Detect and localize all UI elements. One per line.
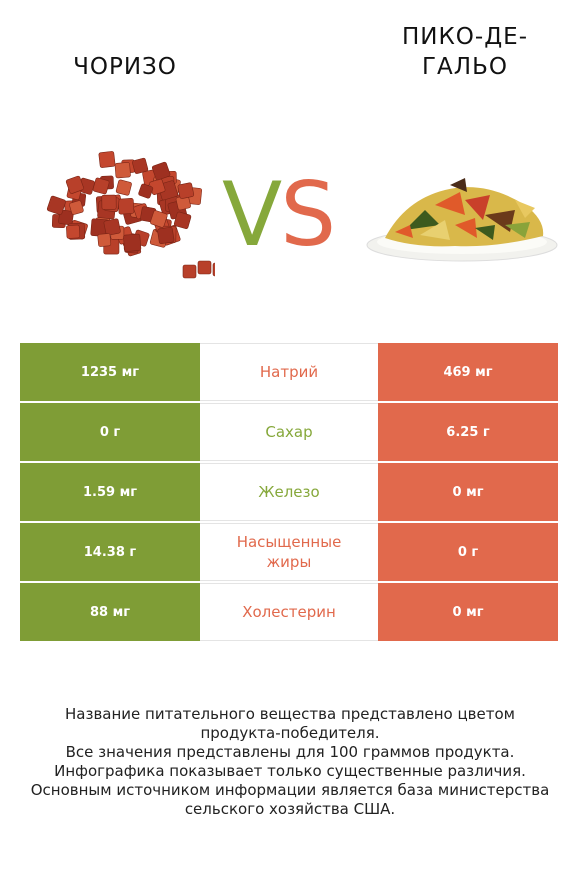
nutrient-label-text: Насыщенные жиры — [236, 533, 342, 571]
nutrient-label: Насыщенные жиры — [200, 523, 378, 581]
left-food-title: ЧОРИЗО — [73, 54, 177, 80]
chorizo-cube — [115, 179, 132, 196]
right-value: 0 мг — [378, 583, 558, 641]
chorizo-cube — [103, 218, 121, 236]
chorizo-cube — [101, 194, 117, 210]
chorizo-cube — [182, 264, 197, 279]
footnote-line: Инфографика показывает только существенн… — [54, 762, 526, 780]
left-value: 88 мг — [20, 583, 200, 641]
chorizo-cube — [150, 210, 168, 228]
chorizo-cube — [197, 260, 212, 275]
nutrient-label: Холестерин — [200, 583, 378, 641]
right-value: 0 г — [378, 523, 558, 581]
chorizo-cube — [98, 151, 116, 168]
right-value: 6.25 г — [378, 403, 558, 461]
footnote-line: сельского хозяйства США. — [184, 800, 396, 818]
chorizo-cube — [58, 209, 74, 226]
table-row: 1.59 мг Железо 0 мг — [20, 463, 558, 521]
nutrient-label: Сахар — [200, 403, 378, 461]
chorizo-cube — [65, 175, 84, 194]
left-value: 14.38 г — [20, 523, 200, 581]
table-row: 88 мг Холестерин 0 мг — [20, 583, 558, 641]
footnote-line: Основным источником информации является … — [30, 781, 550, 799]
right-value: 469 мг — [378, 343, 558, 401]
chorizo-cube — [173, 211, 192, 230]
right-value: 0 мг — [378, 463, 558, 521]
right-food-title: ПИКО-ДЕ- ГАЛЬО — [370, 22, 560, 82]
footnote-line: Название питательного вещества представл… — [65, 705, 515, 723]
chorizo-cube — [97, 233, 112, 247]
table-row: 14.38 г Насыщенные жиры 0 г — [20, 523, 558, 581]
chorizo-cube — [69, 200, 84, 215]
comparison-table: 1235 мг Натрий 469 мг 0 г Сахар 6.25 г 1… — [20, 343, 558, 643]
chorizo-cube — [114, 162, 131, 179]
nutrient-label: Железо — [200, 463, 378, 521]
chorizo-cube — [46, 195, 66, 215]
chorizo-cube — [138, 183, 154, 199]
footnote-line: Все значения представлены для 100 граммо… — [65, 743, 515, 761]
right-food-title-line2: ГАЛЬО — [422, 54, 508, 80]
right-food-title-line1: ПИКО-ДЕ- — [401, 24, 529, 50]
pico-de-gallo-image — [366, 178, 558, 262]
chorizo-image — [46, 151, 215, 279]
footnote-line: продукта-победителя. — [200, 724, 380, 742]
chorizo-cube — [117, 198, 135, 215]
chorizo-cube — [151, 161, 171, 181]
chorizo-cube — [177, 182, 195, 199]
left-value: 1235 мг — [20, 343, 200, 401]
table-row: 0 г Сахар 6.25 г — [20, 403, 558, 461]
left-value: 1.59 мг — [20, 463, 200, 521]
nutrient-label: Натрий — [200, 343, 378, 401]
left-value: 0 г — [20, 403, 200, 461]
vs-s: S — [280, 163, 336, 266]
chorizo-cube — [157, 226, 175, 245]
chorizo-cube — [212, 262, 215, 277]
chorizo-cube — [132, 157, 149, 174]
table-row: 1235 мг Натрий 469 мг — [20, 343, 558, 401]
vs-label: VS — [222, 163, 336, 266]
footnote: Название питательного вещества представл… — [20, 705, 560, 819]
vs-v: V — [222, 163, 282, 266]
chorizo-cube — [66, 224, 81, 239]
chorizo-cube — [123, 233, 142, 252]
